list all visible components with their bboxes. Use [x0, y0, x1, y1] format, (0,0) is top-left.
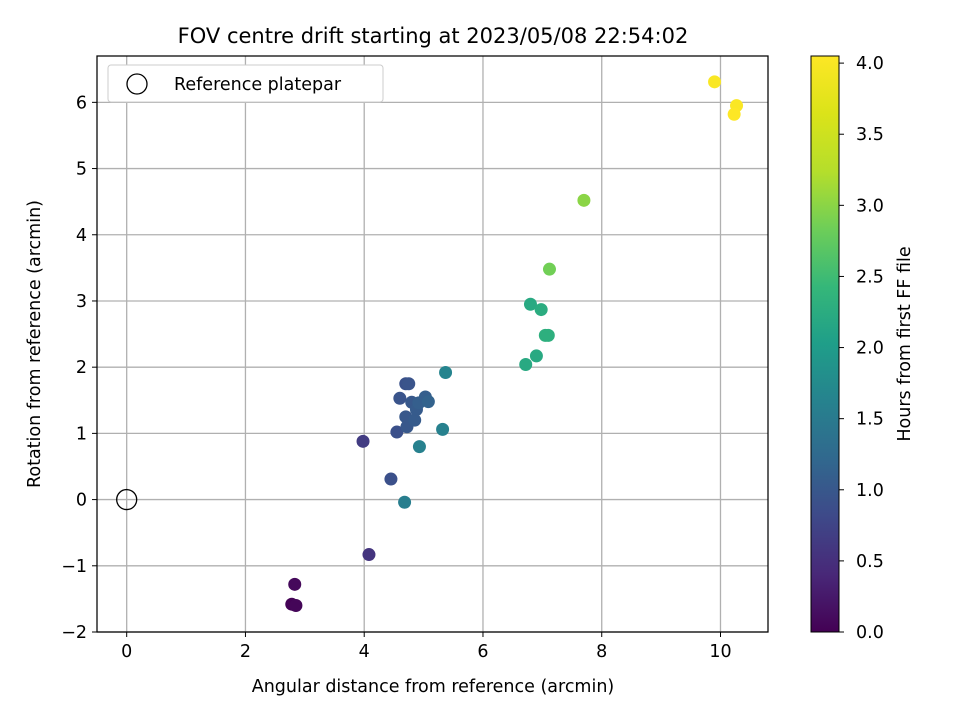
data-point: [436, 422, 450, 436]
plot-frame: [96, 55, 769, 633]
y-tick-label: 5: [76, 160, 87, 180]
data-point: [393, 391, 407, 405]
data-point: [529, 349, 543, 363]
data-point: [402, 377, 416, 391]
plot-background: [97, 56, 768, 632]
data-point: [398, 495, 412, 509]
reference-marker: [116, 488, 138, 511]
data-point: [408, 413, 422, 427]
colorbar-tick-label: 1.5: [856, 410, 884, 430]
y-tick-label: 6: [76, 93, 87, 113]
data-point: [384, 472, 398, 486]
y-tick-label: −1: [61, 557, 87, 577]
data-point: [523, 297, 537, 311]
data-point: [542, 262, 556, 276]
legend: Reference platepar: [107, 64, 384, 103]
data-point: [356, 434, 370, 448]
colorbar-tick-label: 3.0: [856, 196, 884, 216]
colorbar-ticks: 0.0 0.5 1.0 1.5 2.0 2.5 3.0 3.5 4.0: [839, 54, 884, 643]
x-axis-label: Angular distance from reference (arcmin): [252, 677, 615, 697]
legend-label: Reference platepar: [174, 75, 342, 95]
x-tick-label: 2: [240, 642, 251, 662]
y-tick-label: 0: [76, 491, 87, 511]
colorbar-tick-label: 4.0: [856, 54, 884, 74]
x-axis-ticks: 0 2 4 6 8 10: [121, 632, 732, 662]
scatter-points: [116, 75, 744, 613]
y-tick-label: 3: [76, 292, 87, 312]
data-point: [577, 193, 591, 207]
colorbar-tick-label: 2.5: [856, 267, 884, 287]
y-tick-label: 4: [76, 226, 87, 246]
data-point: [362, 548, 376, 562]
colorbar-tick-label: 0.0: [856, 623, 884, 643]
x-tick-label: 10: [709, 642, 731, 662]
x-tick-label: 0: [121, 642, 132, 662]
data-point: [708, 75, 722, 89]
x-tick-label: 4: [359, 642, 370, 662]
y-tick-label: 2: [76, 358, 87, 378]
y-tick-label: 1: [76, 424, 87, 444]
y-axis-label: Rotation from reference (arcmin): [25, 200, 45, 488]
colorbar-gradient: [810, 55, 840, 633]
legend-marker: [126, 73, 148, 95]
colorbar-label: Hours from first FF file: [895, 246, 915, 441]
colorbar-tick-label: 1.0: [856, 481, 884, 501]
x-tick-label: 8: [596, 642, 607, 662]
data-point: [534, 303, 548, 317]
legend-box: [107, 64, 384, 103]
data-point: [519, 358, 533, 372]
colorbar-tick-label: 0.5: [856, 552, 884, 572]
y-tick-label: −2: [61, 623, 87, 643]
data-point: [727, 107, 741, 121]
data-point: [439, 365, 453, 379]
plot-area: 0 2 4 6 8 10 −2 −1 0 1 2 3 4 5 6: [61, 55, 769, 662]
y-axis-ticks: −2 −1 0 1 2 3 4 5 6: [61, 93, 97, 643]
data-point: [390, 425, 404, 439]
colorbar: 0.0 0.5 1.0 1.5 2.0 2.5 3.0 3.5 4.0 Hours from f…: [810, 54, 915, 643]
data-point: [412, 440, 426, 454]
data-point: [541, 328, 555, 342]
data-point: [289, 599, 303, 613]
data-point: [421, 395, 435, 409]
grid: [97, 56, 768, 633]
colorbar-tick-label: 3.5: [856, 125, 884, 145]
chart-title: FOV centre drift starting at 2023/05/08 …: [178, 24, 689, 48]
colorbar-tick-label: 2.0: [856, 339, 884, 359]
x-tick-label: 6: [477, 642, 488, 662]
data-point: [288, 577, 302, 591]
